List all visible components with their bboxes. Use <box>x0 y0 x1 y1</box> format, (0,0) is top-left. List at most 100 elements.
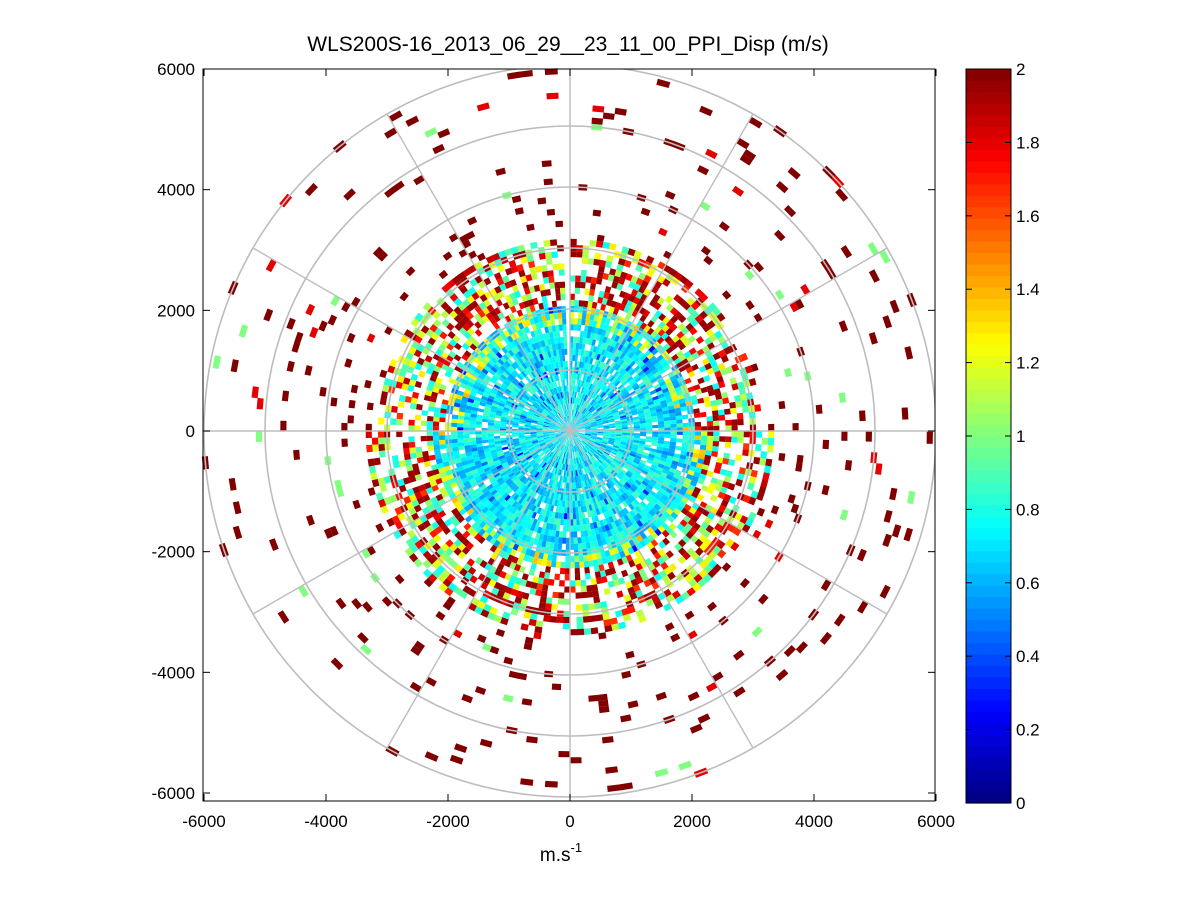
scan-cell <box>528 409 535 414</box>
scan-cell <box>575 438 579 444</box>
scan-cell <box>691 582 702 593</box>
scan-cell <box>611 486 617 493</box>
scan-cell <box>649 389 657 396</box>
scan-cell <box>539 360 544 367</box>
scan-cell <box>526 416 533 421</box>
scan-cell <box>653 472 661 479</box>
scan-cell <box>525 392 532 398</box>
scan-cell <box>549 425 556 428</box>
scan-cell <box>513 468 520 475</box>
scan-cell <box>482 415 489 420</box>
scan-cell <box>701 431 708 436</box>
scan-cell <box>528 286 536 294</box>
scan-cell <box>542 429 549 431</box>
scan-cell <box>713 431 720 437</box>
scan-cell <box>454 398 462 404</box>
scan-cell <box>603 505 609 512</box>
scan-cell <box>514 596 523 604</box>
scan-cell <box>722 458 730 465</box>
scan-cell <box>529 459 535 465</box>
scan-cell <box>503 656 514 665</box>
scan-cell <box>563 433 568 438</box>
scan-cell <box>277 610 290 624</box>
scan-cell <box>433 440 440 446</box>
scan-cell <box>565 360 568 368</box>
scan-cell <box>604 317 611 325</box>
scan-cell <box>416 496 425 505</box>
scan-cell <box>594 468 599 475</box>
scan-cell <box>730 541 740 552</box>
scan-cell <box>573 431 579 434</box>
scan-cell <box>609 424 616 427</box>
scan-cell <box>697 713 711 724</box>
scan-cell <box>683 503 692 512</box>
scan-cell <box>601 316 607 324</box>
scan-cell <box>714 523 723 532</box>
scan-cell <box>537 421 544 425</box>
scan-cell <box>529 317 536 325</box>
scan-cell <box>654 361 662 369</box>
scan-cell <box>547 458 553 465</box>
scan-cell <box>409 543 419 554</box>
scan-cell <box>635 589 644 598</box>
scan-cell <box>721 290 732 300</box>
scan-cell <box>656 490 664 498</box>
scan-cell <box>592 105 605 113</box>
scan-cell <box>606 445 613 450</box>
scan-cell <box>499 457 506 462</box>
scan-cell <box>589 491 594 498</box>
scan-cell <box>573 416 576 423</box>
scan-cell <box>539 488 544 496</box>
scan-cell <box>555 432 562 435</box>
scan-cell <box>558 443 562 450</box>
scan-cell <box>469 511 478 519</box>
scan-cell <box>748 116 763 129</box>
scan-cell <box>470 300 479 309</box>
scan-cell <box>519 506 526 513</box>
scan-cell <box>615 453 623 459</box>
scan-cell <box>502 463 510 470</box>
scan-cell <box>586 479 590 487</box>
scan-cell <box>554 400 558 407</box>
scan-cell <box>485 453 492 459</box>
scan-cell <box>523 354 529 362</box>
scan-cell <box>579 427 585 430</box>
scan-cell <box>577 421 582 426</box>
scan-cell <box>444 518 453 527</box>
scan-cell <box>689 569 699 579</box>
scan-cell <box>611 340 618 348</box>
scan-cell <box>686 587 696 597</box>
scan-cell <box>592 445 599 450</box>
scan-cell <box>574 445 577 452</box>
scan-cell <box>456 390 464 397</box>
scan-cell <box>444 305 454 315</box>
scan-cell <box>549 452 554 459</box>
scan-cell <box>476 417 483 422</box>
scan-cell <box>587 491 592 499</box>
scan-cell <box>441 456 449 463</box>
scan-cell <box>789 301 799 313</box>
scan-cell <box>579 355 584 362</box>
scan-cell <box>557 422 563 426</box>
scan-cell <box>551 325 557 332</box>
scan-cell <box>633 459 640 465</box>
scan-cell <box>697 526 706 535</box>
scan-cell <box>585 431 592 433</box>
scan-cell <box>556 518 561 525</box>
scan-cell <box>585 350 590 357</box>
scan-cell <box>408 493 417 502</box>
scan-cell <box>594 403 600 409</box>
scan-cell <box>389 494 398 503</box>
scan-cell <box>572 427 579 430</box>
scan-cell <box>517 350 524 358</box>
scan-cell <box>564 410 567 417</box>
scan-cell <box>432 435 440 441</box>
scan-cell <box>645 436 653 440</box>
scan-cell <box>444 484 453 492</box>
scan-cell <box>509 561 517 570</box>
scan-cell <box>510 363 518 370</box>
scan-cell <box>688 495 697 503</box>
scan-cell <box>485 400 493 406</box>
scan-cell <box>571 391 573 398</box>
scan-cell <box>574 398 577 405</box>
